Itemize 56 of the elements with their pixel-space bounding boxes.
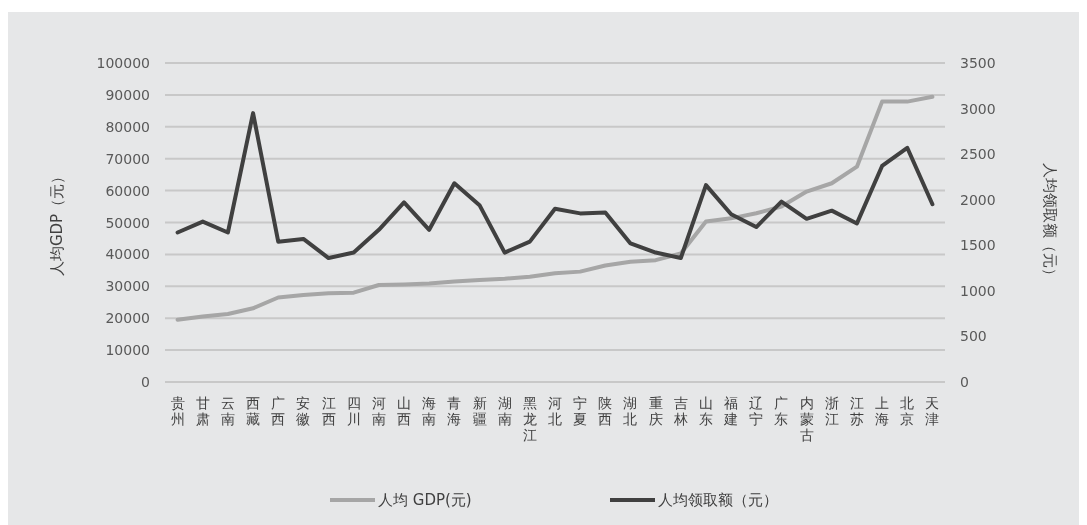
x-tick-label: 四川 xyxy=(346,395,361,427)
x-tick-label: 福建 xyxy=(723,395,739,427)
x-tick-label: 河北 xyxy=(548,395,562,427)
y2-tick-label: 2000 xyxy=(960,191,996,208)
y2-tick-label: 3000 xyxy=(960,100,996,117)
x-tick-label: 江西 xyxy=(321,395,336,427)
x-tick-label: 北京 xyxy=(900,395,915,427)
y2-tick-label: 500 xyxy=(960,328,987,345)
y-tick-label: 0 xyxy=(141,374,150,390)
x-tick-label: 西藏 xyxy=(246,395,261,427)
x-tick-label: 云南 xyxy=(220,395,235,427)
x-tick-label: 安徽 xyxy=(296,395,311,427)
y-tick-label: 80000 xyxy=(105,118,150,135)
y-axis-title: 人均GDP（元） xyxy=(48,168,66,277)
x-tick-label: 陕西 xyxy=(598,395,613,427)
x-tick-label: 海南 xyxy=(422,395,437,427)
x-tick-label: 新疆 xyxy=(472,395,487,427)
y2-tick-label: 1500 xyxy=(960,237,996,254)
legend-label: 人均 GDP(元) xyxy=(378,491,472,509)
line-series xyxy=(175,94,935,322)
y2-tick-label: 2500 xyxy=(960,146,996,163)
x-tick-label: 天津 xyxy=(925,395,940,427)
x-tick-label: 江苏 xyxy=(849,395,864,427)
y-tick-label: 100000 xyxy=(96,55,150,71)
x-tick-label: 湖北 xyxy=(623,395,638,427)
x-tick-label: 重庆 xyxy=(648,395,663,427)
x-tick-label: 青海 xyxy=(447,395,462,427)
y-tick-label: 40000 xyxy=(105,246,150,263)
y-tick-label: 10000 xyxy=(105,342,150,359)
x-tick-label: 山西 xyxy=(397,395,412,427)
x-tick-label: 内蒙古 xyxy=(799,395,814,443)
y2-axis-title: 人均领取额（元） xyxy=(1041,162,1059,283)
y2-tick-label: 1000 xyxy=(960,282,996,299)
y-tick-label: 70000 xyxy=(105,150,150,167)
y-tick-label: 90000 xyxy=(105,86,150,103)
x-tick-label: 山东 xyxy=(698,395,713,427)
x-tick-label: 上海 xyxy=(875,395,890,427)
line-series xyxy=(175,111,935,261)
x-tick-label: 宁夏 xyxy=(573,395,588,427)
y-tick-label: 60000 xyxy=(105,182,150,199)
x-tick-label: 湖南 xyxy=(497,395,512,427)
x-tick-label: 广东 xyxy=(774,395,789,427)
x-tick-label: 河南 xyxy=(371,395,386,427)
legend-label: 人均领取额（元） xyxy=(658,491,778,509)
x-tick-label: 浙江 xyxy=(824,395,839,427)
x-tick-label: 广西 xyxy=(271,395,286,427)
x-tick-label: 贵州 xyxy=(170,395,185,427)
x-tick-label: 吉林 xyxy=(672,395,688,427)
x-tick-label: 甘肃 xyxy=(195,395,210,427)
y2-tick-label: 3500 xyxy=(960,55,996,71)
y-tick-label: 30000 xyxy=(105,278,150,295)
y-tick-label: 20000 xyxy=(105,310,150,327)
x-tick-label: 黑龙江 xyxy=(522,395,537,443)
y-tick-label: 50000 xyxy=(105,214,150,231)
x-tick-label: 辽宁 xyxy=(749,395,764,427)
y2-tick-label: 0 xyxy=(960,374,969,390)
